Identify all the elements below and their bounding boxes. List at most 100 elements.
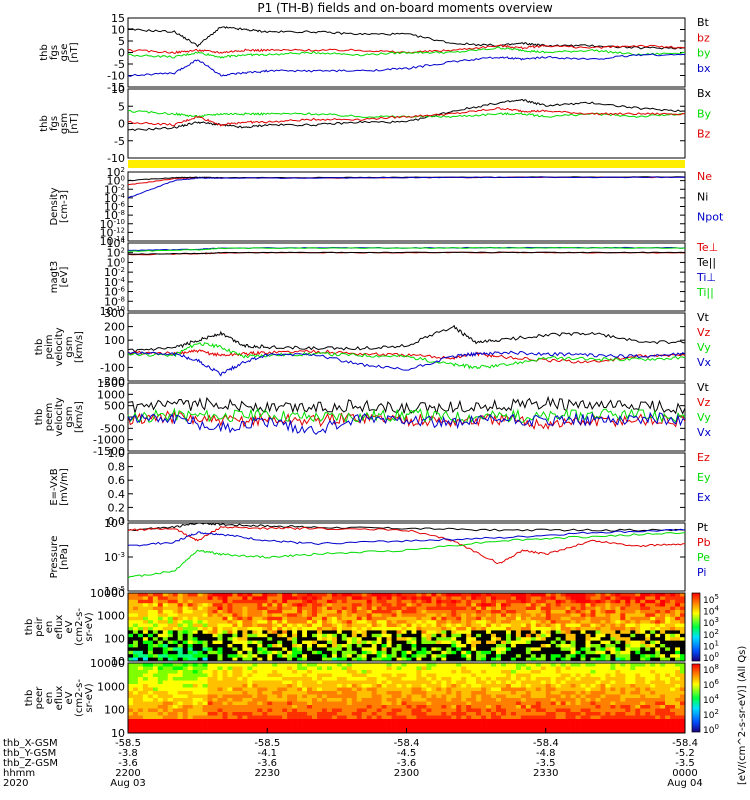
peir_spec-cell (237, 647, 243, 652)
peer_spec-cell (292, 719, 298, 723)
peir_spec-cell (585, 599, 591, 604)
peer_spec-cell (605, 670, 611, 674)
peer_spec-cell (655, 701, 661, 706)
peer_spec-cell (590, 712, 596, 716)
peer_spec-cell (640, 670, 646, 674)
peer_spec-cell (471, 698, 477, 702)
peir_spec-cell (496, 633, 502, 638)
peir_spec-cell (605, 593, 611, 597)
peir_spec-cell (202, 633, 208, 638)
peir_spec-cell (386, 644, 392, 648)
peir_spec-cell (466, 623, 472, 628)
peer_spec-cell (272, 698, 278, 702)
peer_spec-cell (177, 684, 183, 688)
peir_spec-cell (302, 644, 308, 648)
peer_spec-cell (496, 726, 502, 730)
peir_spec-cell (431, 647, 437, 652)
peer_spec-cell (247, 670, 253, 674)
peir_spec-cell (157, 620, 164, 624)
peer_spec-cell (446, 670, 452, 674)
peer_spec-cell (232, 705, 238, 709)
peir_spec-cell (217, 606, 223, 611)
peir_spec-cell (496, 623, 502, 628)
peir_spec-cell (232, 603, 238, 607)
peer_spec-cell (371, 680, 377, 685)
peir_spec-cell (491, 630, 497, 635)
peer_spec-cell (406, 698, 412, 702)
peer_spec-cell (441, 726, 447, 730)
peir_spec-cell (202, 630, 208, 635)
peer_spec-cell (326, 698, 333, 702)
peer_spec-cell (530, 722, 537, 727)
peer_spec-cell (436, 705, 442, 709)
peir_spec-cell (471, 640, 477, 645)
peir_spec-cell (326, 596, 333, 601)
peer_spec-cell (441, 719, 447, 723)
peer_spec-cell (341, 698, 348, 702)
peir_spec-cell (471, 637, 477, 641)
peer_spec-cell (172, 666, 179, 671)
peir_spec-cell (545, 650, 552, 655)
peer_spec-cell (366, 708, 372, 713)
peir_spec-cell (530, 613, 537, 618)
peir_spec-cell (501, 627, 507, 631)
peir_spec-cell (436, 644, 442, 648)
peer_spec-cell (391, 726, 397, 730)
peir_spec-cell (336, 650, 343, 655)
peir_spec-cell (396, 620, 402, 624)
peer_spec-cell (401, 680, 407, 685)
peer_spec-cell (635, 729, 641, 734)
time-tick-label: -3.6 (257, 758, 277, 769)
peer_spec-cell (361, 687, 367, 692)
peer_spec-cell (197, 670, 203, 674)
peer_spec-cell (341, 687, 348, 692)
peer_spec-cell (272, 708, 278, 713)
peer_spec-cell (247, 684, 253, 688)
peir_spec-cell (436, 630, 442, 635)
peer_spec-cell (600, 726, 606, 730)
peer_spec-cell (501, 670, 507, 674)
peer_spec-cell (317, 691, 323, 695)
peir_spec-cell (555, 637, 561, 641)
peer_spec-cell (441, 701, 447, 706)
peir_spec-cell (361, 654, 367, 658)
peir_spec-cell (530, 637, 537, 641)
peir_spec-cell (257, 630, 263, 635)
peer_spec-cell (326, 726, 333, 730)
peir_spec-cell (491, 623, 497, 628)
peir_spec-cell (202, 647, 208, 652)
peer_spec-cell (645, 701, 651, 706)
peir_spec-cell (515, 603, 522, 607)
peir_spec-cell (341, 623, 348, 628)
peir_spec-cell (625, 637, 631, 641)
peir_spec-cell (287, 633, 293, 638)
peir_spec-cell (371, 623, 377, 628)
peer_spec-cell (625, 701, 631, 706)
peer_spec-cell (391, 666, 397, 671)
peer_spec-ylabel: eflux (54, 686, 65, 711)
peer_spec-cell (302, 677, 308, 681)
peer_spec-cell (501, 698, 507, 702)
peer_spec-cell (625, 691, 631, 695)
peir_spec-cell (157, 627, 164, 631)
peir_spec-cell (471, 606, 477, 611)
peer_spec-cell (282, 726, 288, 730)
peir_spec-cell (670, 610, 676, 614)
peir_spec-cell (660, 596, 666, 601)
peir_spec-cell (202, 640, 208, 645)
peer_spec-cell (282, 722, 288, 727)
peer_spec-cell (650, 694, 656, 699)
time-tick-label: 2330 (533, 768, 558, 779)
peir_spec-cell (187, 657, 193, 662)
peer_spec-cell (680, 687, 686, 692)
peir_spec-cell (655, 599, 661, 604)
peir_spec-cell (312, 630, 318, 635)
peer_spec-cell (630, 726, 636, 730)
peir_spec-cell (486, 613, 492, 618)
peer_spec-cell (172, 698, 179, 702)
peir_spec-cell (510, 616, 517, 621)
peer_spec-cell (192, 687, 198, 692)
peir_spec-cell (317, 630, 323, 635)
peir_spec-cell (307, 654, 313, 658)
peir_spec-cell (322, 657, 328, 662)
